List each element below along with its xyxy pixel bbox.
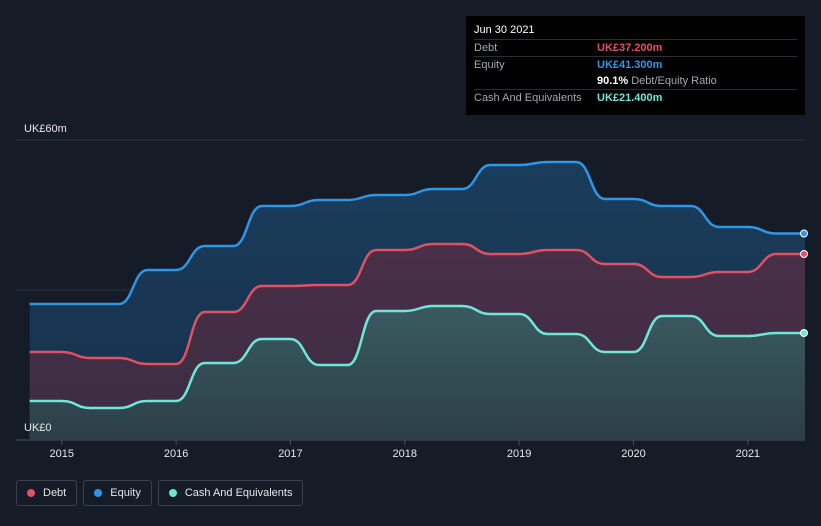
tooltip-value: UK£21.400m — [597, 92, 663, 104]
legend-label: Equity — [110, 487, 141, 499]
tooltip-ratio-label: Debt/Equity Ratio — [631, 75, 717, 87]
tooltip-row-equity: Equity UK£41.300m — [474, 56, 797, 73]
area-cash-and-equivalents — [29, 306, 805, 440]
legend-label: Debt — [43, 487, 67, 499]
tooltip-ratio-value: 90.1% — [597, 75, 629, 87]
tooltip-value: UK£37.200m — [597, 42, 663, 54]
tooltip-date: Jun 30 2021 — [474, 24, 535, 36]
series-lines — [29, 160, 805, 410]
x-axis-ticks: 2015 2016 2017 2018 2019 2020 2021 — [49, 440, 760, 460]
endpoint-cash-and-equivalents — [800, 329, 808, 337]
x-tick-label: 2017 — [278, 448, 302, 460]
y-axis-top-label: UK£60m — [24, 123, 67, 135]
chart-legend: Debt Equity Cash And Equivalents — [16, 480, 309, 506]
legend-label: Cash And Equivalents — [184, 487, 293, 499]
endpoint-equity — [800, 229, 808, 238]
legend-dot-icon — [27, 489, 35, 497]
x-tick-label: 2019 — [507, 448, 531, 460]
x-tick-label: 2018 — [393, 448, 417, 460]
legend-item-equity[interactable]: Equity — [83, 480, 152, 506]
series-areas — [29, 162, 805, 440]
legend-dot-icon — [94, 489, 103, 497]
line-debt — [29, 242, 805, 366]
series-endpoints — [800, 229, 808, 337]
tooltip-row-cash: Cash And Equivalents UK£21.400m — [474, 89, 797, 106]
tooltip-row-debt: Debt UK£37.200m — [474, 39, 797, 56]
x-tick-label: 2015 — [49, 448, 73, 460]
tooltip-row-ratio: 90.1% Debt/Equity Ratio — [474, 73, 797, 89]
x-tick-label: 2020 — [621, 448, 645, 460]
endpoint-debt — [800, 250, 808, 258]
chart-tooltip: Jun 30 2021 Debt UK£37.200m Equity UK£41… — [466, 16, 805, 115]
x-tick-label: 2021 — [736, 448, 760, 460]
legend-item-debt[interactable]: Debt — [16, 480, 78, 506]
legend-dot-icon — [168, 489, 177, 497]
tooltip-label: Debt — [474, 42, 498, 54]
line-equity — [29, 160, 805, 306]
tooltip-value: UK£41.300m — [597, 59, 663, 71]
legend-item-cash[interactable]: Cash And Equivalents — [157, 480, 304, 506]
line-cash-and-equivalents — [29, 304, 805, 410]
tooltip-label: Cash And Equivalents — [474, 92, 582, 104]
tooltip-label: Equity — [474, 59, 505, 71]
x-tick-label: 2016 — [164, 448, 188, 460]
y-axis-bottom-label: UK£0 — [24, 422, 52, 434]
